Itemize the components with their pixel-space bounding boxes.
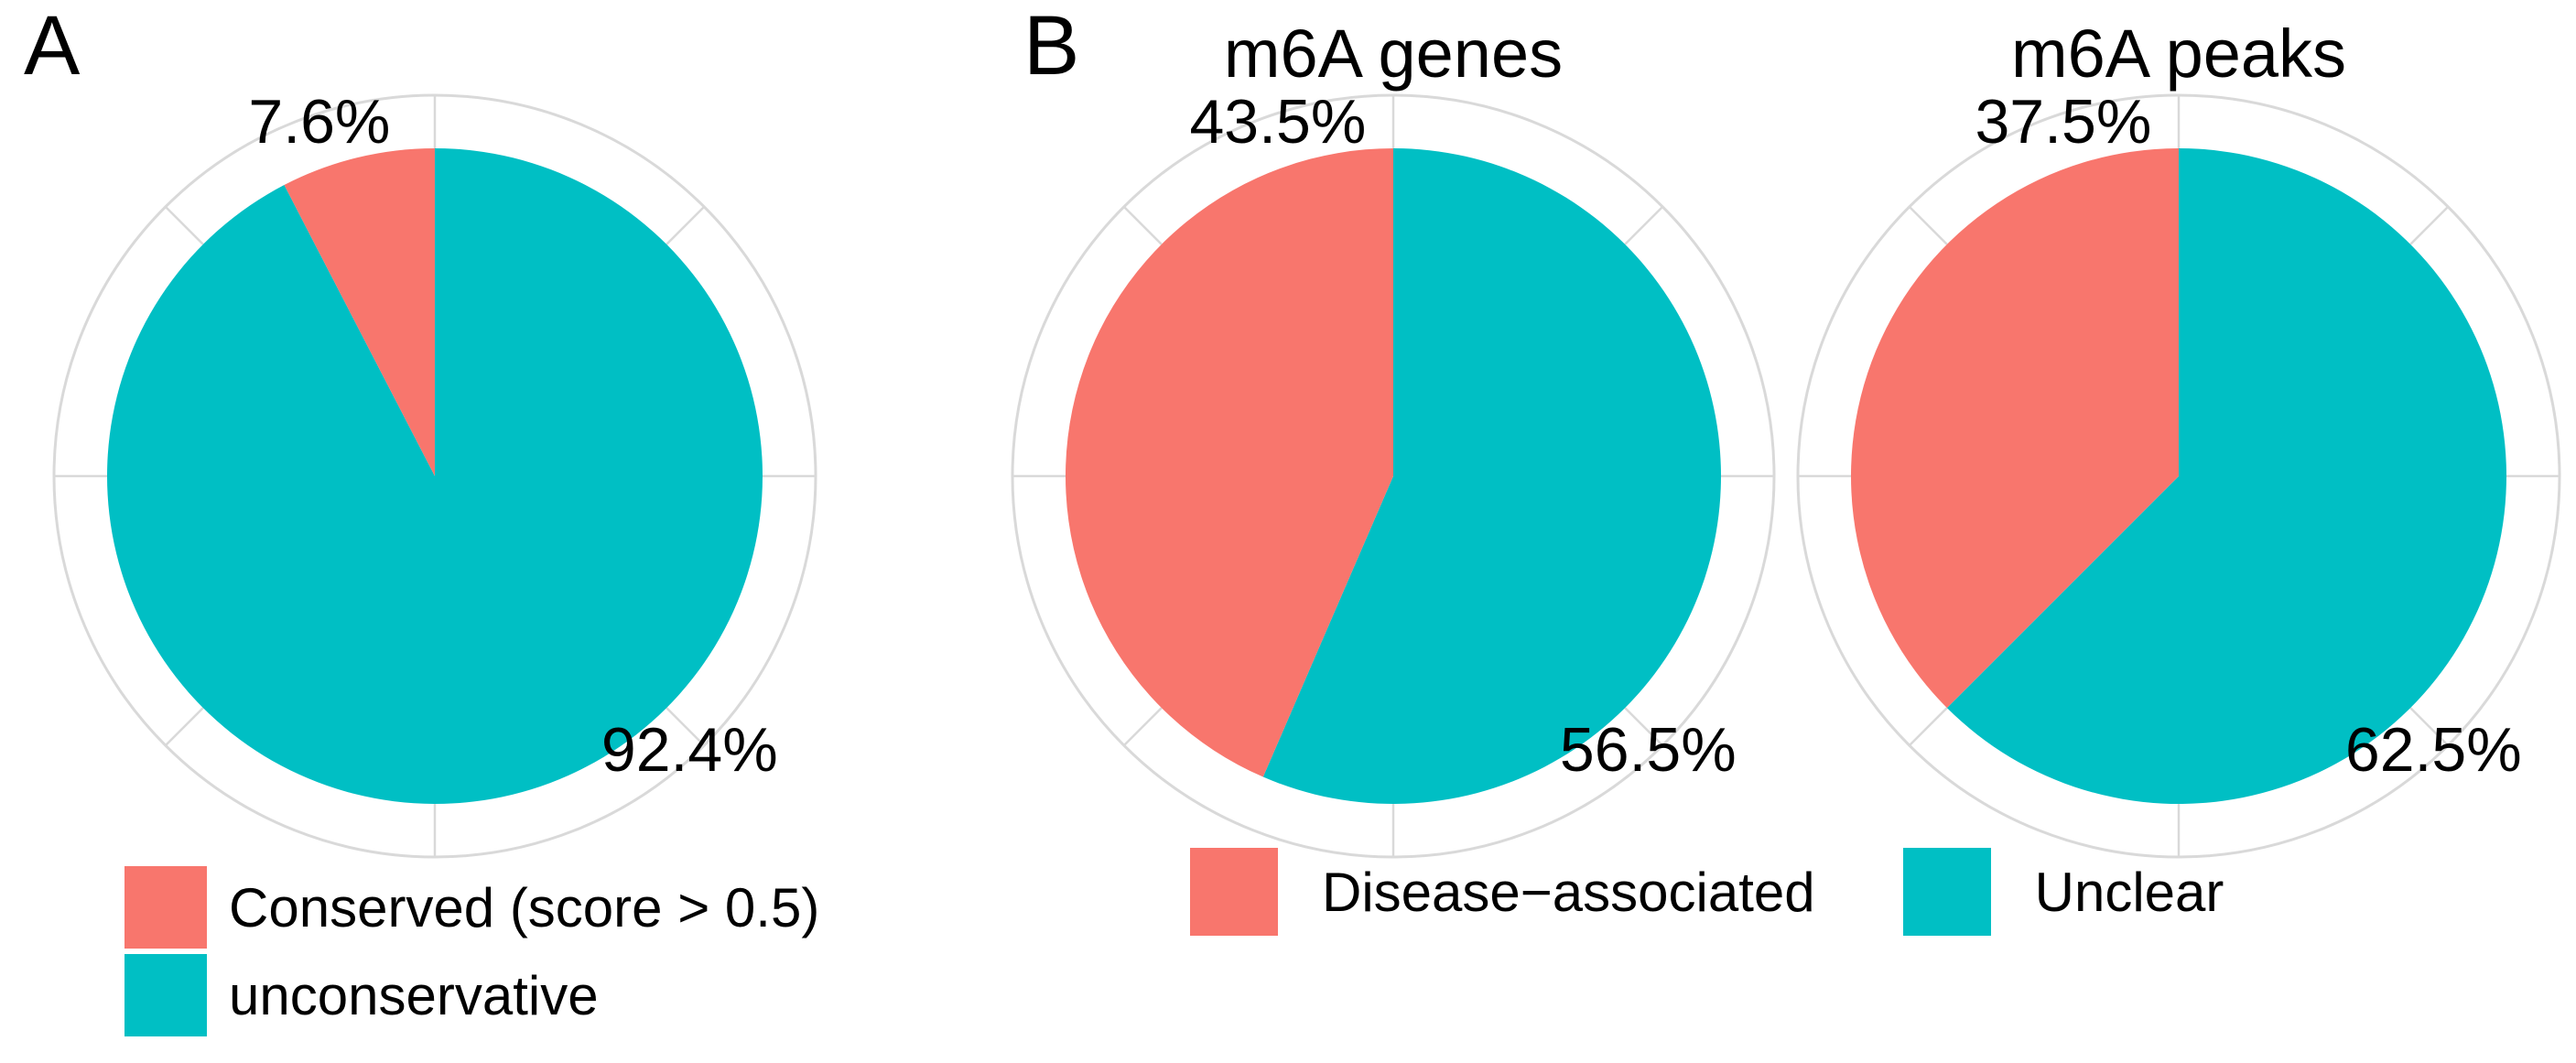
pie-slice-label: 43.5% — [1189, 87, 1366, 157]
legend-panel-b: Disease−associated Unclear — [1190, 848, 2224, 936]
polar-tick — [666, 205, 706, 245]
polar-tick — [1624, 707, 1664, 747]
pie-title: m6A genes — [1224, 16, 1563, 92]
legend-swatch-salmon — [1190, 848, 1278, 936]
polar-tick — [164, 205, 204, 245]
pie-slice-label: 7.6% — [248, 87, 390, 157]
polar-tick — [1908, 205, 1948, 245]
polar-tick — [2409, 707, 2450, 747]
legend-label-unconservative: unconservative — [229, 964, 599, 1026]
polar-tick — [164, 707, 204, 747]
legend-label-conserved: Conserved (score > 0.5) — [229, 876, 820, 938]
legend-panel-a: Conserved (score > 0.5) unconservative — [124, 866, 819, 1036]
pie-slice-teal — [107, 148, 763, 804]
pie-slice-salmon — [284, 148, 435, 476]
polar-tick — [666, 707, 706, 747]
legend-label-unclear: Unclear — [2034, 861, 2224, 923]
pie-slice-teal — [1946, 148, 2507, 805]
pie-m6a-peaks: 37.5% 62.5% m6A peaks — [1796, 16, 2561, 859]
legend-label-disease-associated: Disease−associated — [1322, 861, 1815, 923]
legend-swatch-salmon — [124, 866, 207, 949]
polar-tick — [1624, 205, 1664, 245]
legend-item-unconservative: unconservative — [124, 954, 819, 1036]
pie-title: m6A peaks — [2011, 16, 2346, 92]
polar-tick — [1122, 707, 1163, 747]
pie-slice-salmon — [1851, 148, 2179, 709]
pie-slice-label: 37.5% — [1975, 87, 2151, 157]
legend-item-disease-associated: Disease−associated — [1190, 848, 1815, 936]
legend-swatch-teal — [1902, 848, 1991, 936]
polar-tick — [2409, 205, 2450, 245]
pie-slice-teal — [1262, 148, 1721, 805]
legend-item-unclear: Unclear — [1902, 848, 2224, 936]
pie-slice-label: 56.5% — [1560, 715, 1737, 785]
legend-item-conserved: Conserved (score > 0.5) — [124, 866, 819, 949]
legend-swatch-teal — [124, 954, 207, 1036]
pie-m6a-genes: 43.5% 56.5% m6A genes — [1011, 16, 1776, 859]
panel-label-b: B — [1023, 0, 1080, 92]
panel-label-a: A — [24, 0, 81, 92]
polar-tick — [1122, 205, 1163, 245]
pie-slice-label: 62.5% — [2345, 715, 2522, 785]
pie-slice-label: 92.4% — [601, 715, 778, 785]
pie-a: 7.6% 92.4% — [52, 87, 817, 859]
polar-tick — [1908, 707, 1948, 747]
pie-slice-salmon — [1065, 147, 1393, 777]
